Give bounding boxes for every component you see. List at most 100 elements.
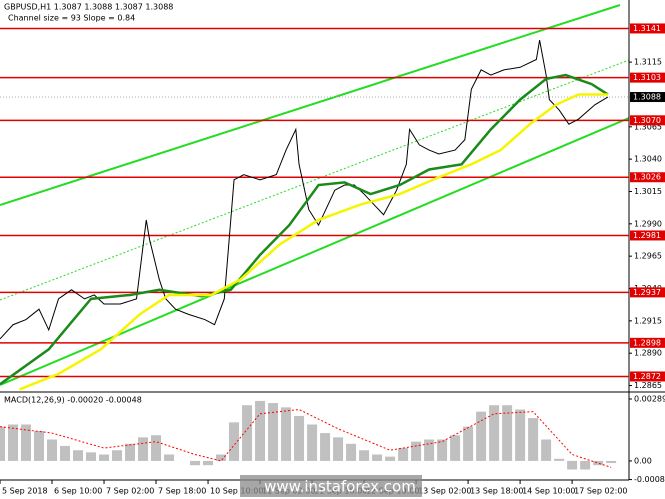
macd-bar — [99, 454, 110, 461]
watermark: www.instaforex.com — [240, 475, 422, 497]
macd-bar — [203, 460, 214, 466]
macd-bar — [151, 435, 162, 461]
y-tick-label: 1.3015 — [634, 187, 662, 196]
macd-bar — [34, 430, 45, 461]
macd-bar — [437, 439, 448, 461]
macd-bar — [541, 439, 552, 461]
macd-bar — [398, 448, 409, 461]
level-box — [630, 115, 665, 126]
x-tick-label: 7 Sep 18:00 — [158, 487, 206, 496]
x-tick-label: 7 Sep 02:00 — [106, 487, 154, 496]
macd-bar — [580, 460, 591, 470]
last-price-label: 1.3088 — [633, 93, 661, 102]
level-label: 1.2898 — [633, 338, 661, 347]
macd-bar — [21, 424, 32, 461]
y-tick-label: 1.2890 — [634, 349, 662, 358]
price-line — [19, 93, 608, 391]
macd-bar — [489, 405, 500, 461]
macd-bar — [593, 460, 604, 466]
x-tick-label: 13 Sep 02:00 — [418, 487, 471, 496]
level-label: 1.2937 — [633, 288, 661, 297]
macd-bar — [138, 437, 149, 461]
macd-bar — [190, 460, 201, 466]
macd-bar — [294, 415, 305, 461]
macd-bar — [502, 405, 513, 461]
macd-header: MACD(12,26,9) -0.00020 -0.00048 — [4, 396, 142, 405]
level-box — [630, 371, 665, 382]
y-tick-label: 1.3115 — [634, 58, 662, 67]
macd-bar — [320, 433, 331, 461]
y-tick-label: 1.2990 — [634, 219, 662, 228]
macd-bar — [528, 418, 539, 461]
price-line — [0, 73, 609, 386]
macd-bar — [47, 439, 58, 461]
x-tick-label: 6 Sep 10:00 — [54, 487, 102, 496]
macd-bar — [515, 409, 526, 461]
macd-bar — [60, 445, 71, 461]
watermark-text: www.instaforex.com — [264, 478, 416, 496]
y-tick-label: 1.2915 — [634, 316, 662, 325]
level-label: 1.3026 — [633, 173, 661, 182]
macd-bar — [255, 400, 266, 461]
level-label: 1.3141 — [633, 24, 661, 33]
last-price-box — [630, 92, 665, 103]
watermark-box — [240, 475, 422, 497]
level-label: 1.3103 — [633, 73, 661, 82]
y-tick-label: 0.00 — [634, 456, 652, 465]
macd-bar — [268, 403, 279, 461]
level-box — [630, 72, 665, 83]
channel-middle — [0, 59, 630, 301]
x-tick-label: 14 Sep 10:00 — [522, 487, 575, 496]
y-tick-label: 1.3065 — [634, 122, 662, 131]
y-tick-label: 1.2865 — [634, 381, 662, 390]
macd-bar — [86, 452, 97, 461]
macd-bar — [385, 456, 396, 461]
y-tick-label: 1.2965 — [634, 252, 662, 261]
macd-bar — [125, 443, 136, 461]
macd-bar — [0, 426, 5, 461]
macd-bar — [333, 437, 344, 461]
x-tick-label: 5 Sep 2018 — [2, 487, 48, 496]
level-label: 1.3070 — [633, 116, 661, 125]
macd-bar — [606, 460, 617, 464]
macd-bar — [281, 407, 292, 461]
x-tick-label: 13 Sep 18:00 — [470, 487, 523, 496]
macd-bar — [164, 454, 175, 461]
y-tick-label: -0.00087 — [634, 475, 665, 484]
level-box — [630, 230, 665, 241]
macd-bar — [359, 450, 370, 461]
macd-bar — [307, 424, 318, 461]
channel-upper — [0, 4, 621, 206]
x-tick-label: 17 Sep 02:00 — [574, 487, 627, 496]
macd-bar — [463, 426, 474, 461]
macd-bar — [73, 450, 84, 461]
price-header: GBPUSD,H1 1.3087 1.3088 1.3087 1.3088 — [4, 3, 173, 12]
level-box — [630, 23, 665, 34]
channel-lower — [0, 117, 630, 386]
macd-bar — [346, 443, 357, 461]
macd-bar — [554, 458, 565, 461]
level-label: 1.2872 — [633, 372, 661, 381]
macd-bar — [424, 439, 435, 461]
macd-bar — [411, 441, 422, 461]
macd-bar — [216, 454, 227, 461]
level-box — [630, 172, 665, 183]
level-box — [630, 287, 665, 298]
macd-bar — [229, 422, 240, 461]
macd-bar — [8, 424, 19, 461]
macd-bar — [567, 460, 578, 470]
y-tick-label: 1.3040 — [634, 155, 662, 164]
macd-bar — [112, 450, 123, 461]
x-tick-label: 10 Sep 10:00 — [210, 487, 263, 496]
macd-bar — [372, 454, 383, 461]
macd-bar — [242, 405, 253, 461]
macd-bar — [476, 411, 487, 461]
y-tick-label: 0.00289 — [634, 395, 665, 404]
level-box — [630, 337, 665, 348]
level-label: 1.2981 — [633, 231, 661, 240]
price-line — [0, 40, 609, 340]
signal-line — [0, 408, 612, 468]
channel-info: Channel size = 93 Slope = 0.84 — [8, 14, 135, 23]
